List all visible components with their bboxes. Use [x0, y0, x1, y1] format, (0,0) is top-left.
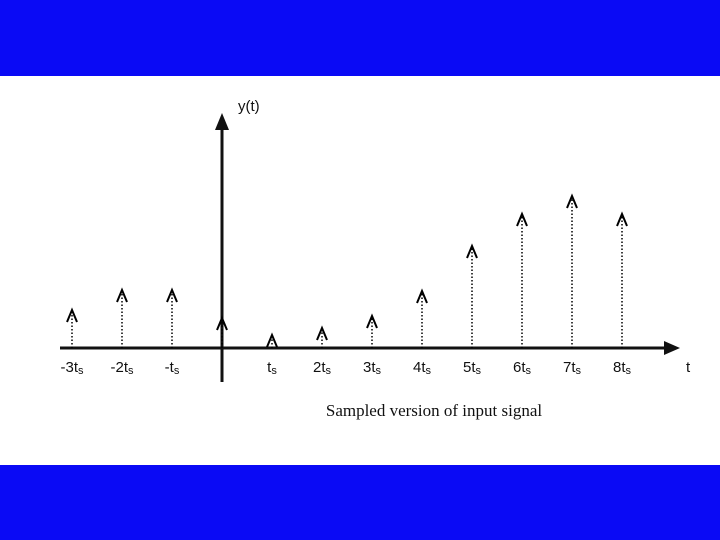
impulse-head [66, 307, 78, 323]
x-axis-arrow [664, 341, 680, 355]
y-axis-arrow [215, 113, 229, 130]
x-tick-label: 7ts [563, 359, 582, 377]
x-tick-label: -ts [165, 359, 180, 377]
impulse [66, 307, 78, 348]
bottom-band [0, 465, 720, 540]
impulse [166, 287, 178, 348]
impulse-head [116, 287, 128, 303]
x-tick-label: -2ts [110, 359, 134, 377]
impulse [616, 211, 628, 348]
x-tick-label: 8ts [613, 359, 632, 377]
impulse [116, 287, 128, 348]
impulse-head [616, 211, 628, 227]
x-tick-label: -3ts [60, 359, 84, 377]
impulse [516, 211, 528, 348]
impulse [466, 243, 478, 348]
impulse [266, 332, 278, 348]
x-axis-label: t [686, 359, 691, 376]
impulse [316, 325, 328, 348]
impulse-head [166, 287, 178, 303]
top-band [0, 0, 720, 76]
impulse-head [416, 288, 428, 304]
caption: Sampled version of input signal [326, 401, 543, 420]
impulse [416, 288, 428, 348]
impulse-head [366, 313, 378, 329]
impulse [366, 313, 378, 348]
y-axis-label: y(t) [238, 98, 260, 115]
x-tick-label: 6ts [513, 359, 532, 377]
impulse-head [516, 211, 528, 227]
impulse-head [466, 243, 478, 259]
impulse [216, 315, 228, 348]
x-tick-label: ts [267, 359, 277, 377]
impulse-head [216, 315, 228, 331]
impulse [566, 193, 578, 348]
impulse-head [316, 325, 328, 341]
impulse-head [266, 332, 278, 348]
x-tick-label: 4ts [413, 359, 432, 377]
x-tick-label: 3ts [363, 359, 382, 377]
x-tick-label: 5ts [463, 359, 482, 377]
x-tick-label: 2ts [313, 359, 332, 377]
impulse-head [566, 193, 578, 209]
